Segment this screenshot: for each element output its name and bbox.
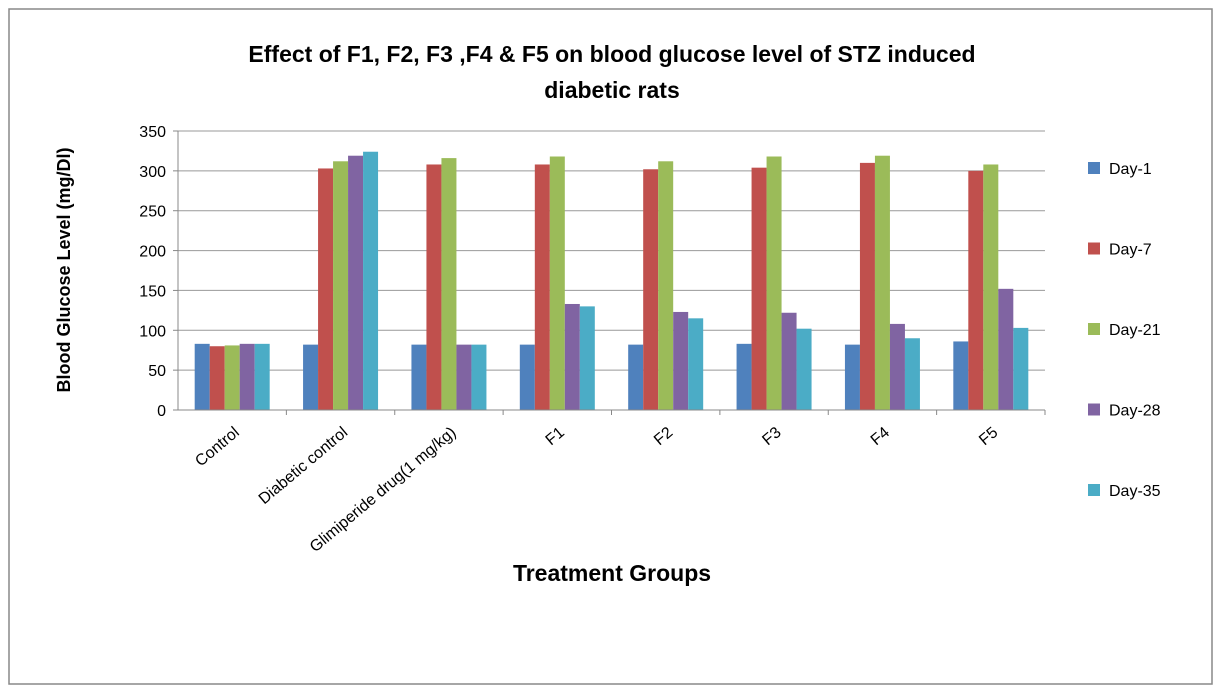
bar xyxy=(209,346,225,410)
bar xyxy=(411,344,427,410)
bar xyxy=(363,151,379,410)
bar xyxy=(564,303,580,410)
bar xyxy=(874,155,890,410)
bar xyxy=(796,328,812,410)
bar xyxy=(766,156,782,410)
y-axis-title: Blood Glucose Level (mg/Dl) xyxy=(54,147,74,392)
x-axis-title: Treatment Groups xyxy=(513,560,711,586)
y-tick-label: 150 xyxy=(139,283,166,300)
y-tick-label: 200 xyxy=(139,244,166,261)
bar xyxy=(441,158,457,410)
bar xyxy=(983,164,999,410)
legend-label: Day-1 xyxy=(1109,161,1152,178)
bar xyxy=(519,344,535,410)
bar xyxy=(643,169,659,410)
bar xyxy=(844,344,860,410)
bar xyxy=(318,168,334,410)
legend-label: Day-28 xyxy=(1109,403,1161,420)
legend-label: Day-21 xyxy=(1109,322,1161,339)
y-tick-label: 250 xyxy=(139,204,166,221)
bar xyxy=(889,323,905,410)
bar xyxy=(534,164,550,410)
legend-swatch xyxy=(1088,403,1100,416)
legend-swatch xyxy=(1088,323,1100,335)
legend-swatch xyxy=(1088,162,1100,174)
bar xyxy=(751,167,767,410)
bar xyxy=(781,312,797,410)
bar xyxy=(953,341,969,410)
bar xyxy=(998,288,1014,410)
bar xyxy=(333,161,349,410)
legend-swatch xyxy=(1088,484,1100,496)
bar xyxy=(471,344,487,410)
y-tick-label: 300 xyxy=(139,164,166,181)
legend-swatch xyxy=(1088,242,1100,255)
y-tick-label: 50 xyxy=(148,363,166,380)
bar xyxy=(736,343,752,410)
bar xyxy=(688,318,704,410)
bar xyxy=(658,161,674,410)
y-tick-label: 0 xyxy=(157,403,166,420)
bar xyxy=(303,344,319,410)
bar xyxy=(673,311,689,410)
bar xyxy=(254,343,270,410)
bar xyxy=(859,162,875,410)
bar xyxy=(224,345,240,410)
y-tick-label: 350 xyxy=(139,124,166,141)
chart-title: Effect of F1, F2, F3 ,F4 & F5 on blood g… xyxy=(248,41,975,67)
bar xyxy=(239,343,255,410)
bar xyxy=(968,170,984,410)
chart-title: diabetic rats xyxy=(544,77,680,103)
y-tick-label: 100 xyxy=(139,323,166,340)
bar xyxy=(628,344,644,410)
bar xyxy=(348,155,364,410)
bar xyxy=(426,164,442,410)
legend-label: Day-35 xyxy=(1109,483,1161,500)
bar xyxy=(194,343,210,410)
bar xyxy=(1013,327,1029,410)
bar xyxy=(579,306,595,410)
bar xyxy=(549,156,565,410)
bar xyxy=(904,338,920,410)
legend-label: Day-7 xyxy=(1109,242,1152,259)
bar xyxy=(456,344,472,410)
